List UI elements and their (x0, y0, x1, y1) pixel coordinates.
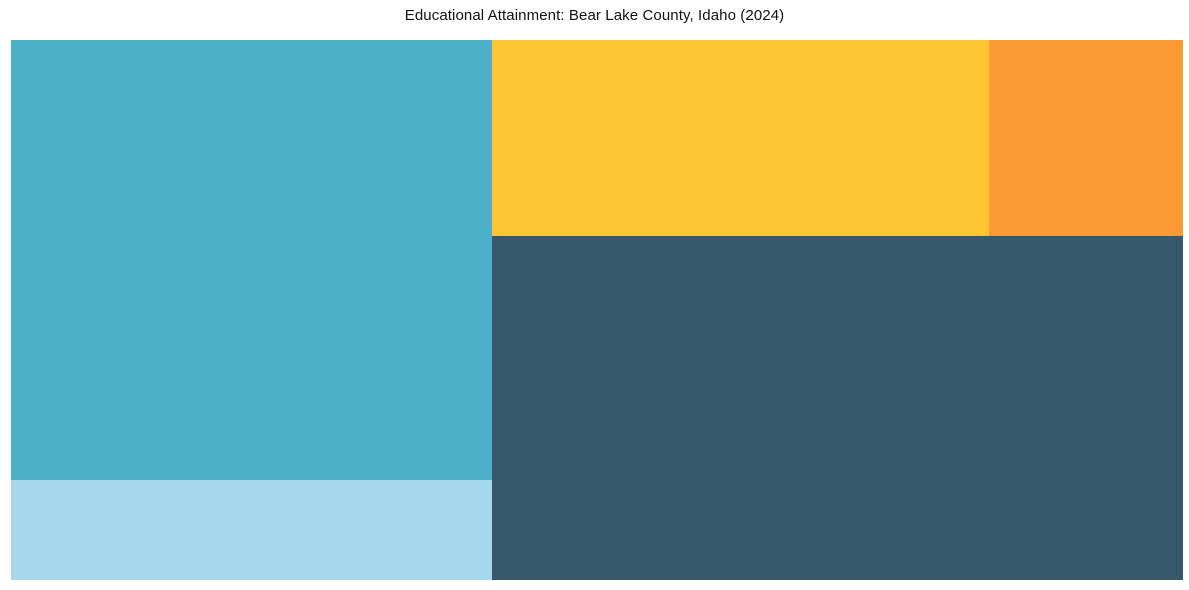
treemap-tile-high-school-graduate[interactable]: High school graduate (11, 40, 492, 480)
chart-title: Educational Attainment: Bear Lake County… (404, 7, 785, 24)
treemap-plot-area: High school graduate Graduate or profess… (11, 40, 1183, 580)
treemap-tile-graduate-or-professional-degree[interactable]: Graduate or professional degree (11, 480, 492, 580)
treemap-tile-some-college-no-degree[interactable]: Some college, no degree (492, 236, 1183, 580)
treemap-tile-associates-degree[interactable]: Associate's degree (989, 40, 1183, 236)
treemap-tile-bachelors-degree[interactable]: Bachelor's degree (492, 40, 989, 236)
